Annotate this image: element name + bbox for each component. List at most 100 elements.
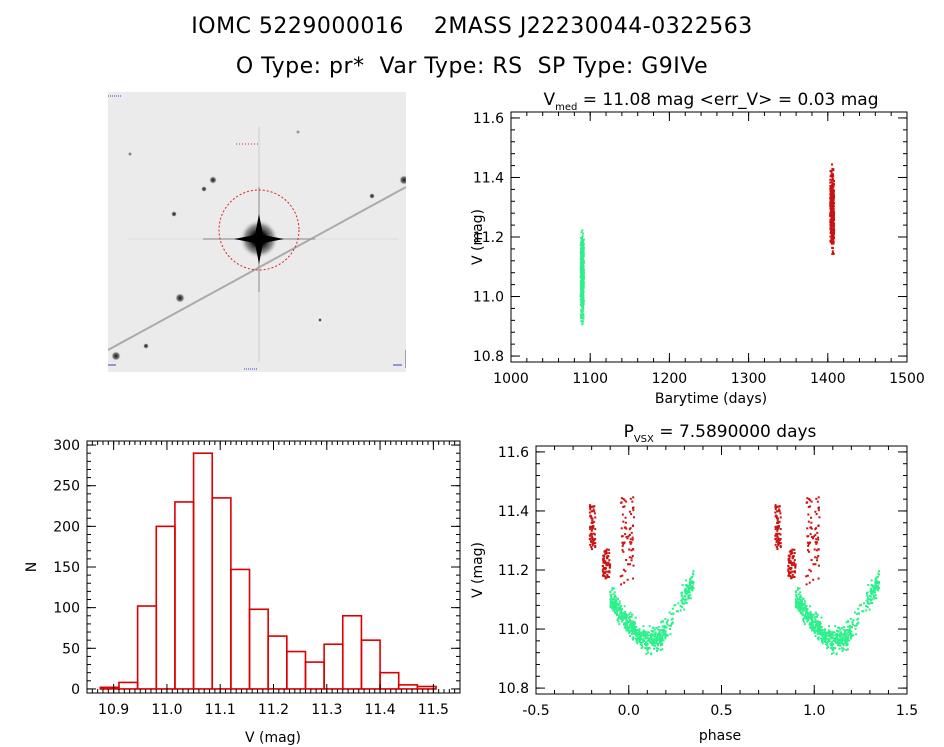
phased-point-early — [645, 633, 648, 636]
phased-point-late — [788, 550, 791, 553]
phased-point-early — [663, 632, 666, 635]
phased-point-early — [815, 622, 818, 625]
phased-point-early — [839, 628, 842, 631]
phased-point-early — [844, 630, 847, 633]
phased-point-early — [656, 633, 659, 636]
lightcurve-point-early — [579, 294, 582, 297]
phased-point-late — [777, 505, 780, 508]
lightcurve-point-early — [580, 273, 583, 276]
lightcurve-point-early — [580, 237, 583, 240]
lightcurve-point-early — [581, 229, 584, 232]
lightcurve-point-late — [830, 181, 833, 184]
phased-point-early — [832, 631, 835, 634]
phased-point-early — [650, 652, 653, 655]
phased-point-early — [609, 594, 612, 597]
phased-point-late — [621, 574, 624, 577]
phased-point-late — [817, 536, 820, 539]
phased-point-early — [660, 621, 663, 624]
phased-point-late — [806, 497, 809, 500]
phased-point-early — [683, 594, 686, 597]
phased-point-early — [688, 584, 691, 587]
phased-point-late — [794, 566, 797, 569]
phased-point-early — [803, 620, 806, 623]
phased-point-early — [823, 633, 826, 636]
phased-point-late — [788, 555, 791, 558]
phased-point-early — [845, 636, 848, 639]
phased-point-late — [589, 515, 592, 518]
phased-point-late — [774, 504, 777, 507]
phased-point-early — [635, 626, 638, 629]
lightcurve-point-early — [580, 315, 583, 318]
phased-point-early — [631, 620, 634, 623]
phased-point-early — [654, 638, 657, 641]
phased-point-late — [605, 561, 608, 564]
phased-point-early — [619, 605, 622, 608]
phased-point-early — [681, 591, 684, 594]
phased-point-late — [594, 528, 597, 531]
phased-point-early — [648, 639, 651, 642]
phased-point-early — [812, 620, 815, 623]
phased-point-early — [688, 594, 691, 597]
phased-point-late — [602, 571, 605, 574]
lightcurve-point-early — [582, 279, 585, 282]
lightcurve-point-late — [832, 195, 835, 198]
phased-point-early — [610, 603, 613, 606]
phased-point-early — [872, 585, 875, 588]
phased-point-early — [623, 616, 626, 619]
lightcurve-point-early — [581, 256, 584, 259]
phased-point-late — [590, 540, 593, 543]
phased-xtick-label: 0.5 — [710, 703, 732, 719]
phased-point-early — [874, 584, 877, 587]
phased-point-late — [805, 575, 808, 578]
histogram-ytick-label: 300 — [53, 438, 80, 454]
phased-point-early — [806, 613, 809, 616]
phased-point-early — [817, 637, 820, 640]
phased-point-early — [830, 641, 833, 644]
phased-point-early — [794, 598, 797, 601]
phased-point-late — [778, 539, 781, 542]
lightcurve-ytick-label: 11.6 — [473, 111, 504, 127]
field-star — [209, 176, 217, 184]
phased-point-late — [590, 505, 593, 508]
phased-point-early — [656, 637, 659, 640]
field-star — [143, 343, 149, 349]
phased-point-early — [846, 643, 849, 646]
phased-point-early — [845, 648, 848, 651]
phased-point-late — [814, 556, 817, 559]
phased-point-early — [810, 614, 813, 617]
phased-point-early — [640, 631, 643, 634]
phased-point-early — [633, 621, 636, 624]
phased-point-early — [685, 593, 688, 596]
phased-point-early — [814, 611, 817, 614]
histogram-bar — [192, 452, 214, 690]
lightcurve-point-early — [579, 243, 582, 246]
phased-point-late — [591, 519, 594, 522]
phased-xtick-label: -0.5 — [522, 703, 549, 719]
phased-point-early — [797, 604, 800, 607]
phased-point-early — [666, 621, 669, 624]
phased-point-early — [798, 603, 801, 606]
phased-point-early — [804, 610, 807, 613]
histogram-bar — [360, 639, 381, 690]
phased-point-early — [613, 598, 616, 601]
phased-point-late — [775, 546, 778, 549]
phased-point-early — [797, 587, 800, 590]
field-star — [369, 193, 375, 199]
phased-point-late — [603, 550, 606, 553]
lightcurve-ytick-label: 10.8 — [473, 349, 504, 365]
phased-point-late — [791, 564, 794, 567]
lightcurve-point-late — [831, 234, 834, 237]
phased-point-early — [665, 626, 668, 629]
phased-ylabel: V (mag) — [470, 542, 486, 598]
phased-point-late — [814, 528, 817, 531]
phased-point-early — [817, 638, 820, 641]
phased-point-early — [656, 650, 659, 653]
phased-point-early — [666, 634, 669, 637]
phased-point-early — [618, 623, 621, 626]
phased-point-early — [818, 624, 821, 627]
phased-point-early — [842, 642, 845, 645]
phased-point-late — [810, 559, 813, 562]
phased-point-early — [629, 618, 632, 621]
phased-point-early — [877, 587, 880, 590]
phased-point-early — [646, 631, 649, 634]
